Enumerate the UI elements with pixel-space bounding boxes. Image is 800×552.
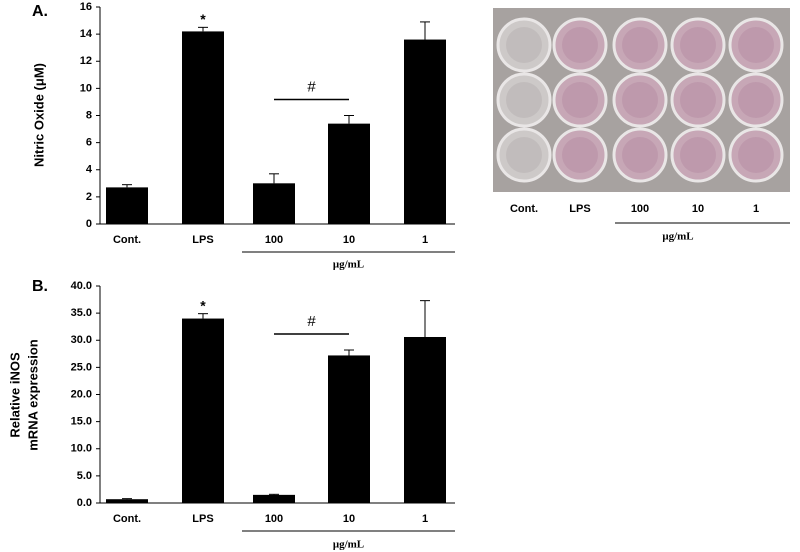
y-tick-label: 0.0 (77, 497, 92, 509)
x-tick-label: 10 (343, 513, 355, 525)
well-inner (622, 137, 658, 173)
error-bar (122, 498, 132, 500)
x-tick-label: 1 (422, 234, 428, 246)
x-tick-label: 1 (422, 513, 428, 525)
panel-label: B. (32, 278, 48, 295)
bar (404, 39, 446, 224)
y-axis-title: Nitric Oxide (μM) (31, 63, 46, 167)
x-tick-label: Cont. (113, 234, 141, 246)
y-tick-label: 14 (80, 28, 93, 40)
error-bar (198, 26, 208, 32)
wells (496, 17, 784, 183)
error-bar (122, 184, 132, 188)
y-tick-label: 5.0 (77, 470, 92, 482)
well-inner (738, 27, 774, 63)
y-axis-title: Relative iNOS (7, 352, 22, 438)
well-inner (738, 82, 774, 118)
error-bar (420, 300, 430, 337)
well-inner (562, 82, 598, 118)
well-inner (680, 137, 716, 173)
well-inner (562, 27, 598, 63)
plate-label: 10 (692, 203, 704, 215)
error-bar (420, 21, 430, 40)
plate-label: 1 (753, 203, 759, 215)
well-inner (680, 27, 716, 63)
error-bar (344, 115, 354, 124)
significance-mark: # (307, 313, 316, 330)
group-label: μg/mL (333, 539, 364, 551)
y-tick-label: 10 (80, 82, 92, 94)
error-bar (269, 173, 279, 184)
well-inner (680, 82, 716, 118)
bar (106, 187, 148, 224)
plate-label: 100 (631, 203, 649, 215)
y-tick-label: 6 (86, 137, 92, 149)
x-tick-label: Cont. (113, 513, 141, 525)
bar (253, 494, 295, 503)
y-axis-title: mRNA expression (25, 339, 40, 451)
y-tick-label: 4 (86, 164, 93, 176)
well-inner (562, 137, 598, 173)
error-bar (344, 349, 354, 356)
x-tick-label: LPS (192, 513, 213, 525)
plate-label: Cont. (510, 203, 538, 215)
bar (106, 499, 148, 503)
group-label: μg/mL (333, 259, 364, 271)
y-tick-label: 10.0 (71, 443, 92, 455)
x-tick-label: 10 (343, 234, 355, 246)
y-tick-label: 16 (80, 1, 92, 13)
y-tick-label: 30.0 (71, 334, 92, 346)
significance-mark: * (200, 297, 206, 313)
bar (404, 336, 446, 503)
y-tick-label: 35.0 (71, 307, 92, 319)
y-tick-label: 40.0 (71, 280, 92, 292)
y-tick-label: 12 (80, 55, 92, 67)
y-tick-label: 0 (86, 218, 92, 230)
x-tick-label: 100 (265, 513, 283, 525)
y-tick-label: 25.0 (71, 361, 92, 373)
bar (328, 123, 370, 224)
error-bar (198, 313, 208, 319)
significance-mark: # (307, 78, 316, 95)
well-inner (506, 27, 542, 63)
panel-label: A. (32, 3, 48, 20)
well-inner (738, 137, 774, 173)
bar (182, 318, 224, 503)
bar (328, 355, 370, 503)
plate-label: LPS (569, 203, 590, 215)
y-tick-label: 20.0 (71, 388, 92, 400)
well-inner (506, 137, 542, 173)
well-inner (622, 27, 658, 63)
well-inner (506, 82, 542, 118)
y-tick-label: 15.0 (71, 416, 92, 428)
bar (253, 183, 295, 224)
well-inner (622, 82, 658, 118)
bar (182, 31, 224, 224)
x-tick-label: 100 (265, 234, 283, 246)
error-bar (269, 493, 279, 495)
y-tick-label: 8 (86, 109, 92, 121)
significance-mark: * (200, 11, 206, 27)
y-tick-label: 2 (86, 191, 92, 203)
plate-unit: μg/mL (662, 231, 693, 243)
x-tick-label: LPS (192, 234, 213, 246)
